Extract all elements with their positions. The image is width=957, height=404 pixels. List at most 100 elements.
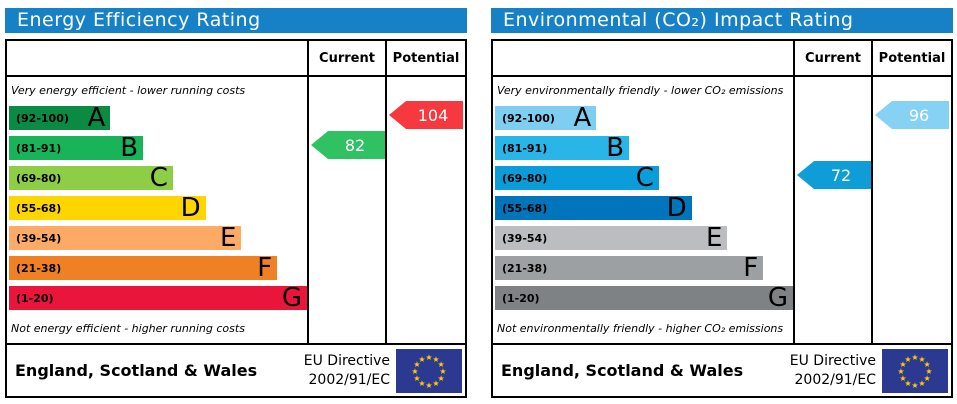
current-rating-arrow: 82 <box>311 131 385 159</box>
band-row: (21-38) F <box>495 253 793 283</box>
rating-band-a: (92-100) A <box>9 103 111 133</box>
band-range: (21-38) <box>16 261 62 275</box>
table-body: Very energy efficient - lower running co… <box>7 77 465 343</box>
band-range: (81-91) <box>16 141 62 155</box>
svg-text:★: ★ <box>432 354 439 363</box>
co2-impact-chart: Environmental (CO₂) Impact Rating Curren… <box>491 8 953 398</box>
rating-band-d: (55-68) D <box>9 193 206 223</box>
band-row: (92-100) A <box>9 103 307 133</box>
svg-text:★: ★ <box>897 367 904 376</box>
svg-text:★: ★ <box>911 353 918 362</box>
band-range: (92-100) <box>502 111 555 125</box>
column-header-current: Current <box>793 41 871 75</box>
svg-text:★: ★ <box>432 379 439 388</box>
svg-text:★: ★ <box>418 379 425 388</box>
band-letter: G <box>281 283 302 313</box>
eu-directive-line2: 2002/91/EC <box>794 371 877 388</box>
rating-band-d: (55-68) D <box>495 193 692 223</box>
band-range: (55-68) <box>16 201 62 215</box>
potential-column: 96 <box>871 77 951 343</box>
eu-flag-icon: ★ ★ ★ ★ ★ ★ ★ ★ ★ ★ ★ ★ <box>882 348 948 393</box>
band-letter: D <box>180 193 201 223</box>
rating-band-g: (1-20) G <box>9 283 307 313</box>
table-body: Very environmentally friendly - lower CO… <box>493 77 951 343</box>
epc-table: Current Potential Very energy efficient … <box>5 39 467 398</box>
band-range: (69-80) <box>16 171 62 185</box>
table-header-row: Current Potential <box>493 41 951 77</box>
band-list: (92-100) A (81-91) B (69-80) C (55-68) D (39-54)… <box>7 103 307 313</box>
svg-text:★: ★ <box>425 381 432 390</box>
svg-text:★: ★ <box>925 367 932 376</box>
svg-text:★: ★ <box>425 353 432 362</box>
band-range: (1-20) <box>16 291 54 305</box>
rating-band-f: (21-38) F <box>495 255 764 281</box>
svg-text:★: ★ <box>438 374 445 383</box>
rating-band-b: (81-91) B <box>495 135 630 161</box>
rating-band-g: (1-20) G <box>495 283 793 313</box>
band-row: (55-68) D <box>495 193 793 223</box>
band-list: (92-100) A (81-91) B (69-80) C (55-68) D (39-54)… <box>493 103 793 313</box>
eu-directive-line1: EU Directive <box>789 353 876 370</box>
band-letter: E <box>706 223 723 253</box>
top-caption: Very energy efficient - lower running co… <box>11 83 246 97</box>
svg-text:★: ★ <box>924 360 931 369</box>
band-row: (1-20) G <box>9 283 307 313</box>
header-spacer-cell <box>493 41 793 75</box>
bands-column: Very energy efficient - lower running co… <box>7 77 307 343</box>
band-row: (81-91) B <box>9 133 307 163</box>
band-range: (81-91) <box>502 141 548 155</box>
table-footer: England, Scotland & Wales EU Directive 2… <box>493 343 951 396</box>
svg-text:★: ★ <box>924 374 931 383</box>
footer-region: England, Scotland & Wales <box>501 361 744 380</box>
band-letter: C <box>149 163 168 193</box>
band-letter: A <box>87 103 106 133</box>
potential-rating-arrow: 96 <box>875 101 949 129</box>
band-row: (69-80) C <box>495 163 793 193</box>
band-range: (21-38) <box>502 261 548 275</box>
epc-table: Current Potential Very environmentally f… <box>491 39 953 398</box>
band-range: (1-20) <box>502 291 540 305</box>
band-range: (92-100) <box>16 111 69 125</box>
rating-band-c: (69-80) C <box>495 163 659 193</box>
bands-column: Very environmentally friendly - lower CO… <box>493 77 793 343</box>
energy-efficiency-chart: Energy Efficiency Rating Current Potenti… <box>5 8 467 398</box>
rating-band-f: (21-38) F <box>9 253 278 283</box>
band-letter: F <box>257 253 273 283</box>
chart-title-bar: Environmental (CO₂) Impact Rating <box>491 8 953 33</box>
table-header-row: Current Potential <box>7 41 465 77</box>
current-rating-arrow: 72 <box>797 161 871 189</box>
top-caption: Very environmentally friendly - lower CO… <box>497 83 784 97</box>
band-range: (69-80) <box>502 171 548 185</box>
svg-text:★: ★ <box>411 367 418 376</box>
band-row: (92-100) A <box>495 103 793 133</box>
chart-title: Energy Efficiency Rating <box>17 9 261 31</box>
rating-band-e: (39-54) E <box>9 225 242 251</box>
current-column: 72 <box>793 77 871 343</box>
chart-title-bar: Energy Efficiency Rating <box>5 8 467 33</box>
rating-band-c: (69-80) C <box>9 163 173 193</box>
band-row: (1-20) G <box>495 283 793 313</box>
band-letter: D <box>666 193 687 223</box>
svg-text:★: ★ <box>899 360 906 369</box>
eu-directive-text: EU Directive 2002/91/EC <box>304 352 390 388</box>
svg-text:★: ★ <box>413 374 420 383</box>
header-spacer-cell <box>7 41 307 75</box>
rating-band-a: (92-100) A <box>495 105 597 131</box>
potential-column: 104 <box>385 77 465 343</box>
band-row: (81-91) B <box>495 133 793 163</box>
svg-text:★: ★ <box>918 354 925 363</box>
band-letter: B <box>120 133 139 163</box>
band-range: (39-54) <box>16 231 62 245</box>
svg-text:★: ★ <box>899 374 906 383</box>
table-footer: England, Scotland & Wales EU Directive 2… <box>7 343 465 396</box>
band-letter: G <box>767 283 788 313</box>
svg-text:★: ★ <box>904 354 911 363</box>
bottom-caption: Not environmentally friendly - higher CO… <box>497 321 784 335</box>
potential-rating-arrow: 104 <box>389 101 463 129</box>
eu-directive-line1: EU Directive <box>303 353 390 370</box>
band-letter: C <box>635 163 654 193</box>
rating-band-b: (81-91) B <box>9 133 144 163</box>
eu-directive-line2: 2002/91/EC <box>308 371 391 388</box>
svg-text:★: ★ <box>413 360 420 369</box>
